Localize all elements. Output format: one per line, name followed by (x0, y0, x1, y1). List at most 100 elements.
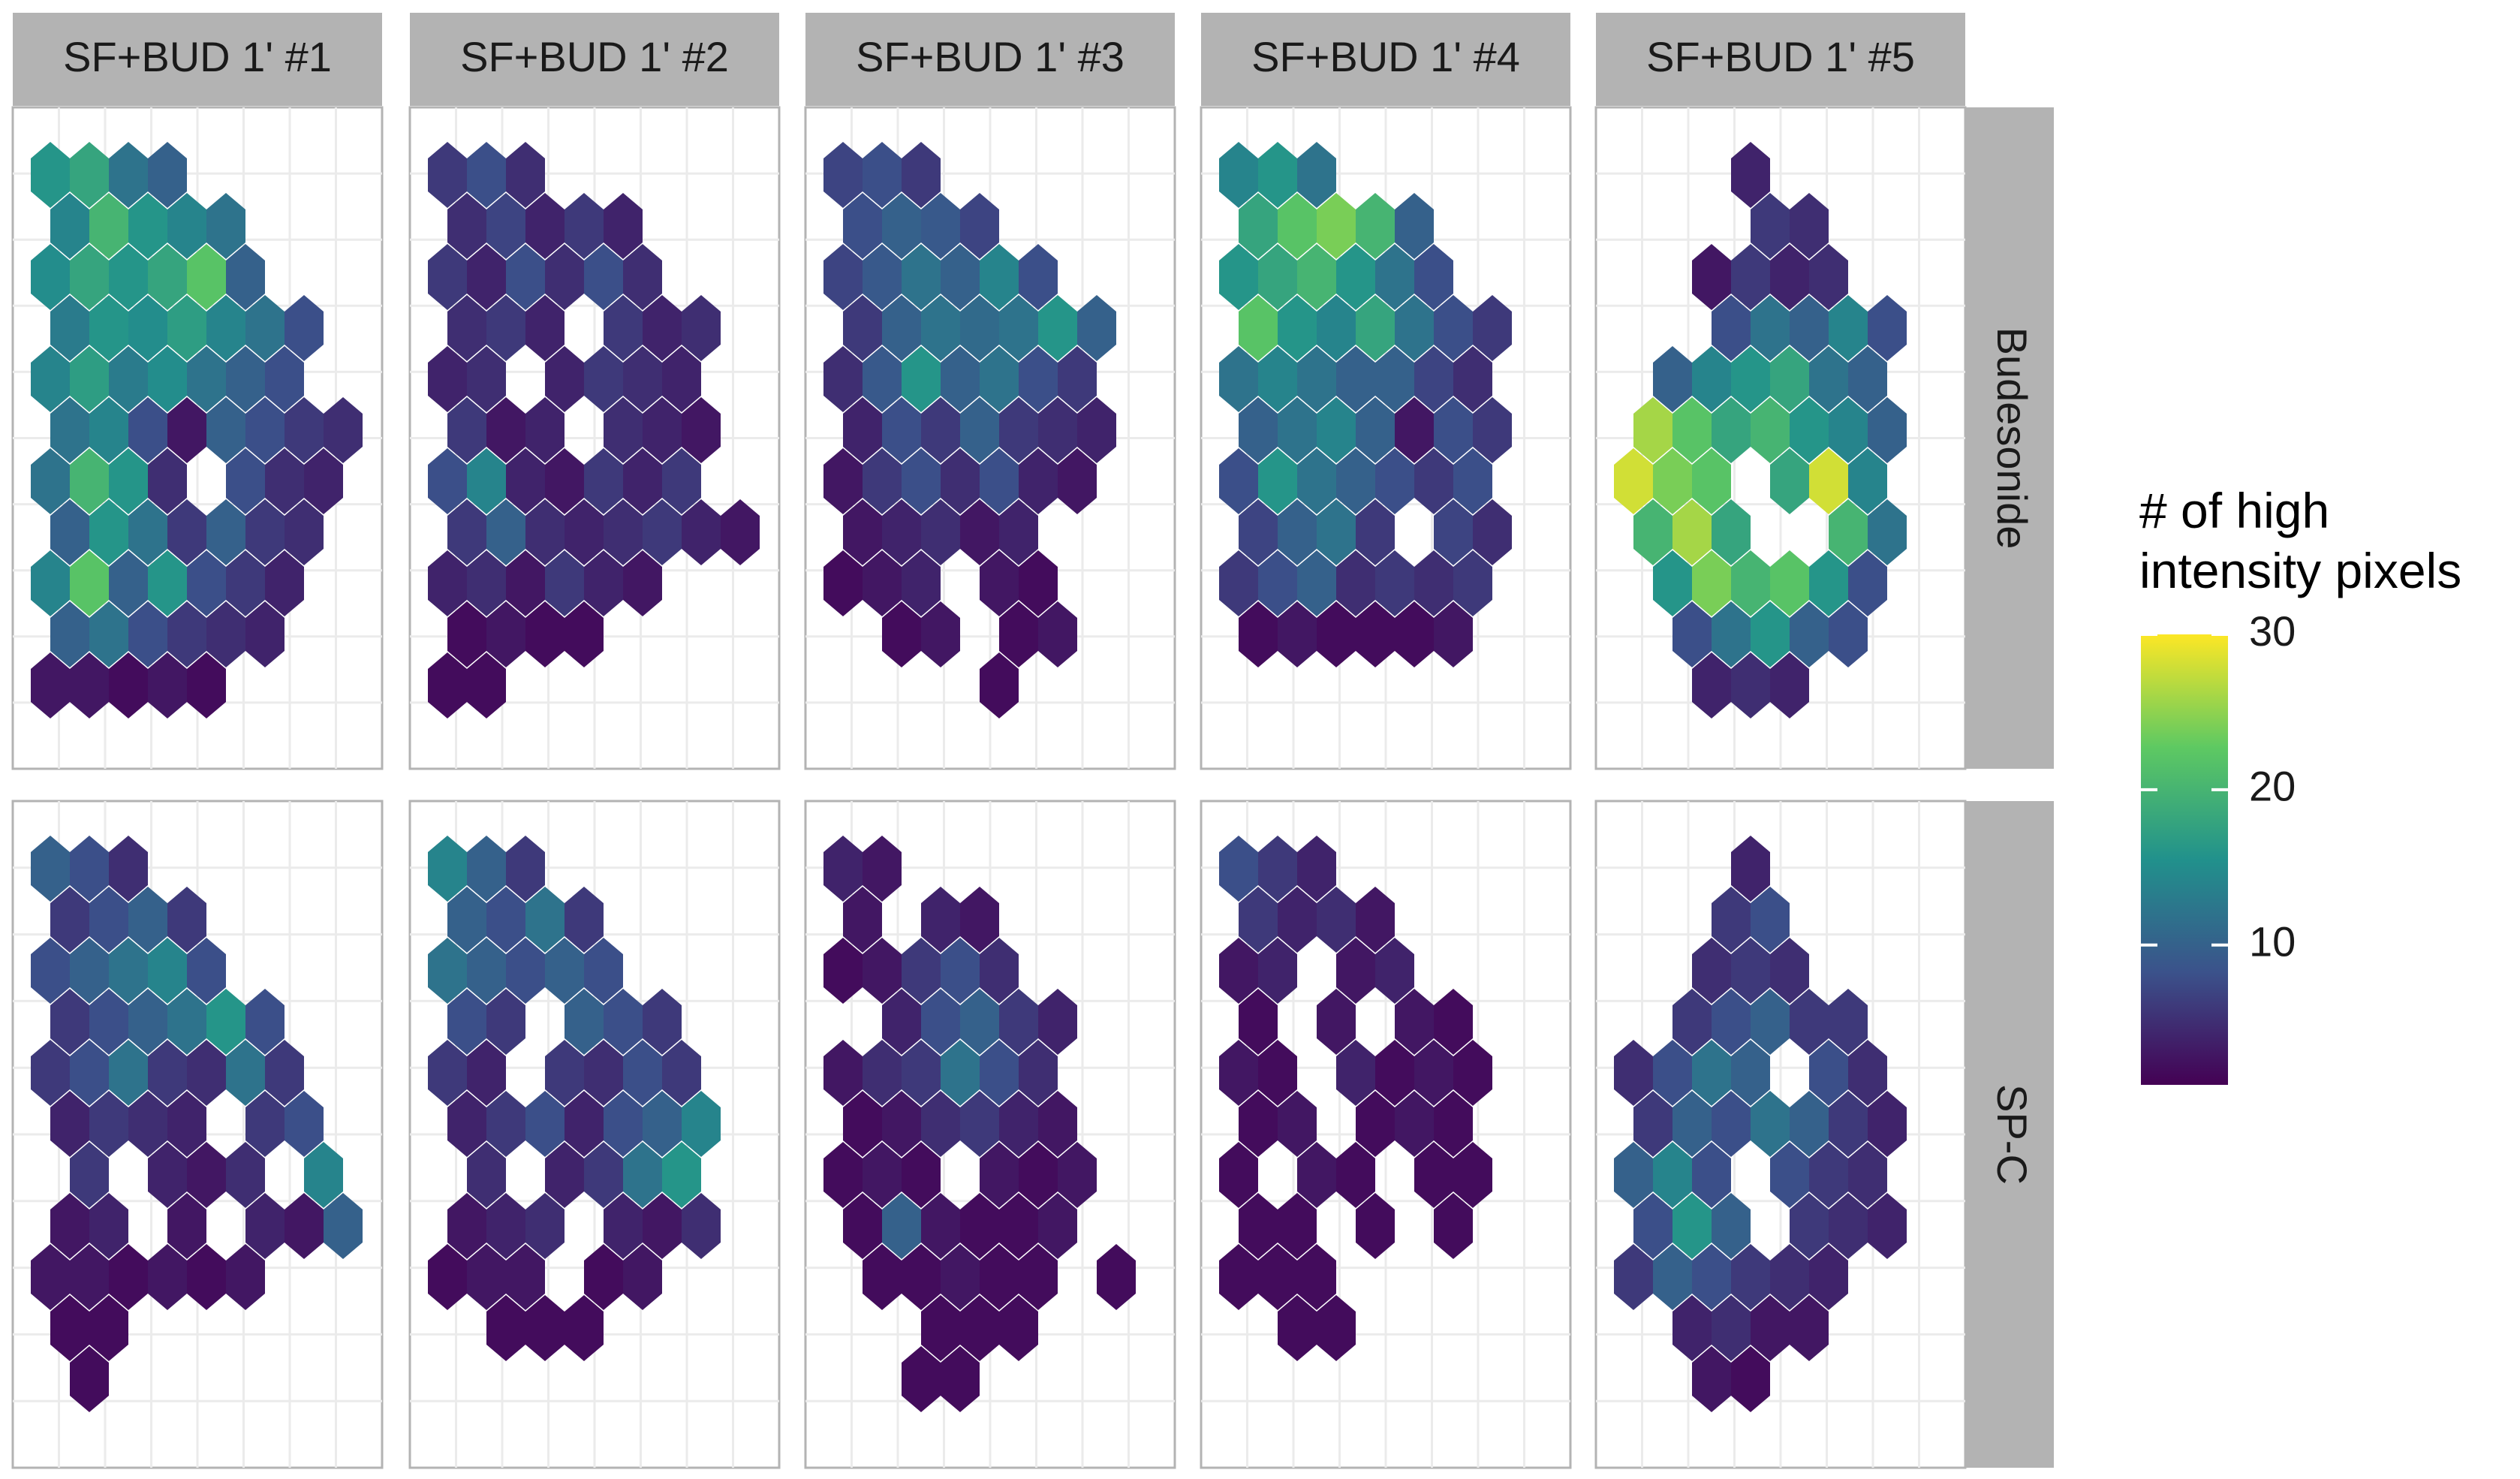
hex-bin (980, 448, 1019, 514)
hex-bin (721, 499, 760, 565)
hex-bin (882, 499, 921, 565)
hex-bin (682, 1091, 721, 1157)
hex-bin (89, 989, 128, 1055)
hex-bin (1790, 601, 1829, 667)
row-label: Budesonide (1989, 327, 2036, 550)
hex-bin (89, 397, 128, 463)
hex-bin (1453, 448, 1492, 514)
hex-bin (1692, 346, 1731, 412)
hex-bin (506, 142, 545, 208)
hex-bin (1712, 1193, 1751, 1259)
hex-bin (1672, 601, 1712, 667)
hex-bin (1019, 244, 1058, 310)
facet-strip (805, 13, 1175, 106)
hex-bin (285, 1091, 324, 1157)
hex-bin (1751, 601, 1790, 667)
hex-bin (1395, 295, 1434, 361)
hex-bin (1809, 244, 1848, 310)
hex-bin (565, 499, 604, 565)
hex-bin (980, 1244, 1019, 1310)
hex-bin (1751, 1295, 1790, 1361)
hex-bin (1453, 550, 1492, 616)
hex-bin (1848, 346, 1887, 412)
hex-bin (921, 989, 960, 1055)
hex-bin (960, 887, 999, 953)
hex-bin (109, 244, 148, 310)
hex-bin (31, 244, 70, 310)
hex-bin (960, 1193, 999, 1259)
hex-bin (545, 550, 584, 616)
hex-bin (1829, 989, 1868, 1055)
hex-bin (1434, 295, 1473, 361)
hex-bin (823, 938, 863, 1004)
hex-bin (863, 938, 902, 1004)
hex-bin (823, 448, 863, 514)
hex-bin (1473, 499, 1512, 565)
hex-bin (1058, 1142, 1097, 1208)
hex-bin (428, 1040, 467, 1106)
hex-bin (245, 499, 285, 565)
hex-bin (823, 836, 863, 902)
hex-bin (187, 652, 226, 718)
hex-bin (1829, 295, 1868, 361)
hex-bin (1239, 1193, 1278, 1259)
hex-bin (565, 1295, 604, 1361)
hex-bin (70, 836, 109, 902)
hex-bin (1297, 1142, 1336, 1208)
hex-bin (167, 1193, 206, 1259)
hex-bin (1336, 938, 1375, 1004)
hex-bin (1395, 193, 1434, 259)
hex-bin (304, 1142, 343, 1208)
hex-bin (980, 1142, 1019, 1208)
hex-bin (980, 244, 1019, 310)
hex-bin (980, 652, 1019, 718)
hex-bin (128, 1091, 167, 1157)
hex-bin (604, 499, 643, 565)
hex-bin (1672, 1295, 1712, 1361)
hex-bin (604, 1193, 643, 1259)
hex-bin (525, 601, 565, 667)
hex-bin (1219, 938, 1258, 1004)
hex-bin (1219, 1142, 1258, 1208)
hex-bin (1414, 1142, 1453, 1208)
hex-bin (447, 1091, 486, 1157)
hex-bin (980, 938, 1019, 1004)
colorbar-tick-label: 10 (2249, 918, 2296, 965)
hex-bin (623, 346, 662, 412)
hex-bin (525, 1295, 565, 1361)
hex-bin (89, 295, 128, 361)
hex-bin (1278, 295, 1317, 361)
hex-bin (999, 1091, 1038, 1157)
hex-bin (565, 887, 604, 953)
hex-bin (921, 1295, 960, 1361)
hex-bin (823, 244, 863, 310)
hex-bin (1356, 193, 1395, 259)
hex-bin (1633, 1193, 1672, 1259)
hex-bin (902, 1040, 941, 1106)
hex-bin (980, 550, 1019, 616)
hex-bin (428, 448, 467, 514)
hex-bin (1336, 448, 1375, 514)
hex-bin (506, 836, 545, 902)
hex-bin (128, 887, 167, 953)
hex-bin (843, 193, 882, 259)
hex-bin (1868, 499, 1907, 565)
hex-bin (999, 989, 1038, 1055)
hex-bin (623, 244, 662, 310)
hex-bin (1770, 1244, 1809, 1310)
hex-bin (863, 550, 902, 616)
hex-bin (148, 1040, 187, 1106)
hex-bin (565, 193, 604, 259)
hex-bin (31, 1040, 70, 1106)
hex-bin (823, 1142, 863, 1208)
hex-bin (1790, 1295, 1829, 1361)
hex-bin (1790, 1091, 1829, 1157)
hex-bin (31, 346, 70, 412)
hex-bin (1038, 989, 1077, 1055)
hex-bin (1653, 1244, 1692, 1310)
hex-bin (89, 1295, 128, 1361)
hex-bin (1453, 1040, 1492, 1106)
hex-bin (941, 1346, 980, 1412)
hex-bin (1317, 193, 1356, 259)
hex-bin (148, 652, 187, 718)
